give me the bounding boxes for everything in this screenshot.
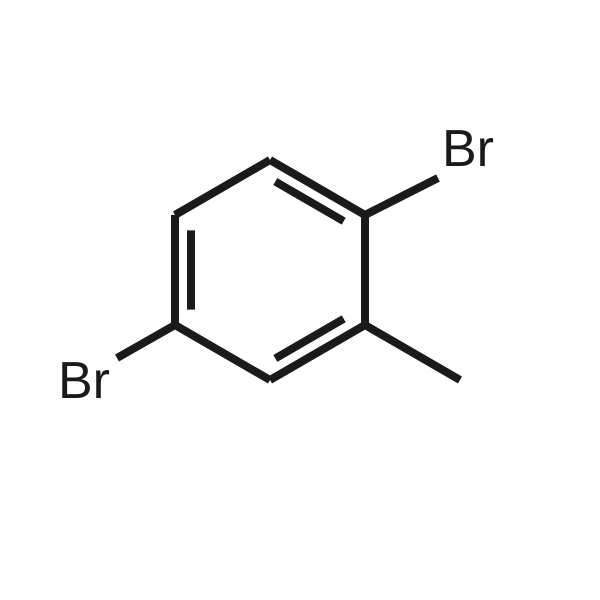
label-br-bottom: Br — [58, 352, 110, 410]
bonds-group — [117, 160, 460, 380]
molecule-diagram: Br Br — [0, 0, 600, 600]
label-br-top: Br — [442, 120, 494, 178]
